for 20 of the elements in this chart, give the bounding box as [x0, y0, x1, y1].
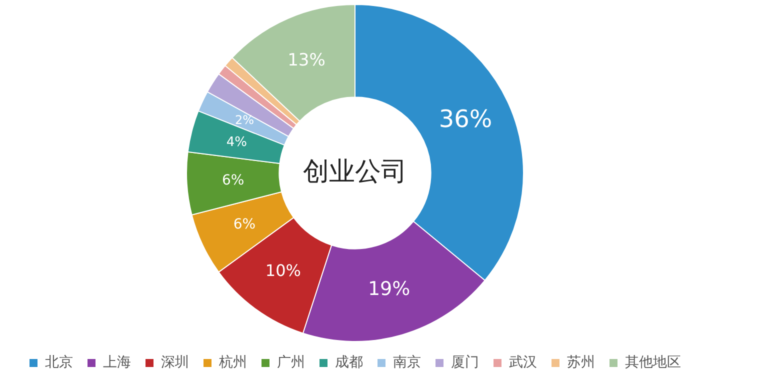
legend-label: 其他地区 — [625, 354, 681, 371]
legend-label: 武汉 — [509, 354, 537, 371]
legend-label: 苏州 — [567, 354, 595, 371]
legend-label: 南京 — [393, 354, 421, 371]
data-label: 6% — [233, 216, 256, 233]
data-label: 13% — [288, 50, 326, 70]
data-label: 10% — [265, 260, 301, 280]
legend-label: 深圳 — [161, 354, 189, 371]
legend-label: 上海 — [103, 354, 131, 371]
legend-label: 广州 — [277, 354, 305, 371]
data-label: 6% — [222, 172, 244, 188]
data-label: 4% — [226, 134, 247, 150]
data-label: 19% — [368, 278, 410, 300]
legend-label: 杭州 — [218, 354, 247, 371]
legend-label: 厦门 — [451, 354, 479, 371]
data-label: 2% — [234, 113, 254, 128]
text: 创业公司 — [303, 156, 407, 187]
legend-label: 北京 — [45, 354, 73, 371]
legend-label: 成都 — [335, 354, 363, 371]
data-label: 36% — [438, 105, 492, 134]
